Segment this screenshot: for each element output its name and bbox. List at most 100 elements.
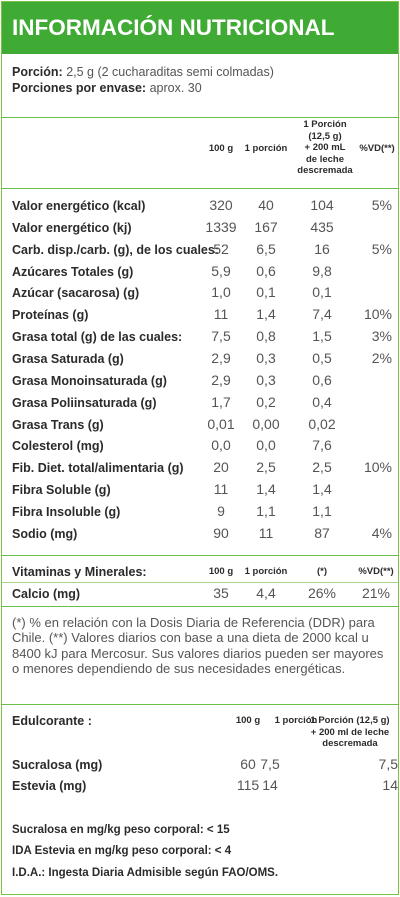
portion-line: Porción: 2,5 g (2 cucharaditas semi colm… [12, 65, 274, 79]
sweetener-col-portion: 1 porción [274, 715, 318, 726]
estevia-100g: 115 [236, 777, 260, 793]
nutrient-value-portion-with-milk: 435 [310, 218, 334, 235]
nutrient-label: Grasa total (g) de las cuales: [12, 330, 183, 345]
nutrient-value-portion: 2,5 [256, 459, 276, 476]
nutrient-value-100g: 20 [213, 459, 229, 476]
divider [2, 555, 398, 556]
sweetener-title: Edulcorante : [12, 714, 92, 728]
nutrient-value-portion-with-milk: 1,5 [312, 328, 332, 345]
nutrient-value-100g: 1339 [205, 218, 237, 235]
nutrient-label: Fib. Diet. total/alimentaria (g) [12, 461, 184, 476]
portion-label: Porción: [12, 65, 63, 79]
nutrient-value-portion: 6,5 [256, 240, 276, 257]
nutrient-value-portion: 0,1 [256, 284, 276, 301]
sucralosa-portion: 7,5 [260, 756, 280, 772]
servings-per-package-value: aprox. 30 [149, 81, 202, 95]
sucralosa-portion-with-milk: 7,5 [378, 756, 398, 772]
servings-per-package-line: Porciones por envase: aprox. 30 [12, 81, 202, 95]
nutrient-value-portion: 0,6 [256, 262, 276, 279]
nutrient-value-vd: 5% [371, 197, 392, 213]
nutrient-label: Sodio (mg) [12, 526, 78, 541]
calcio-label: Calcio (mg) [12, 587, 81, 601]
col-header-portion-with-milk: 1 Porción (12,5 g) + 200 mL de leche des… [297, 119, 353, 176]
nutrient-value-vd: 10% [363, 459, 392, 476]
footnote-text: (*) % en relación con la Dosis Diaria de… [12, 615, 384, 676]
nutrient-value-100g: 5,9 [211, 262, 231, 279]
nutrient-label: Proteínas (g) [12, 308, 89, 323]
estevia-portion-with-milk: 14 [382, 777, 398, 793]
nutrient-value-portion-with-milk: 16 [314, 240, 330, 257]
divider [2, 704, 398, 705]
nutrient-value-portion: 0,00 [252, 415, 280, 432]
nutrient-value-100g: 320 [209, 197, 233, 213]
nutrient-value-portion-with-milk: 0,02 [308, 415, 336, 432]
calcio-ddr: 26% [307, 585, 337, 601]
divider [2, 188, 398, 189]
sucralosa-100g: 60 [240, 756, 256, 772]
nutrient-value-portion-with-milk: 104 [310, 197, 334, 213]
nutrient-value-vd: 5% [371, 240, 392, 257]
nutrient-label: Valor energético (kcal) [12, 199, 146, 213]
nutrient-value-100g: 1,7 [211, 393, 231, 410]
nutrient-label: Fibra Soluble (g) [12, 483, 111, 498]
col-header-vd: %VD(**) [359, 143, 395, 154]
nutrient-value-vd: 10% [363, 306, 392, 323]
nutrient-label: Grasa Saturada (g) [12, 351, 124, 366]
nutrient-label: Valor energético (kj) [12, 220, 132, 235]
vitamins-col-portion: 1 porción [244, 566, 288, 577]
nutrient-value-portion: 1,4 [256, 306, 276, 323]
nutrient-value-portion: 167 [254, 218, 278, 235]
nutrient-label: Carb. disp./carb. (g), de los cuales: [12, 242, 219, 257]
nutrient-value-portion-with-milk: 0,5 [312, 349, 332, 366]
portion-value: 2,5 g (2 cucharaditas semi colmadas) [66, 65, 274, 79]
calcio-vd: 21% [361, 585, 391, 601]
calcio-portion: 4,4 [256, 585, 276, 601]
sucralosa-ida-note: Sucralosa en mg/kg peso corporal: < 15 [12, 824, 230, 836]
nutrient-value-portion: 1,4 [256, 481, 276, 498]
nutrient-label: Azúcares Totales (g) [12, 264, 134, 279]
col-header-portion: 1 porción [244, 143, 288, 154]
sweetener-col-100g: 100 g [235, 715, 261, 726]
nutrient-value-portion-with-milk: 7,4 [312, 306, 332, 323]
ida-definition-note: I.D.A.: Ingesta Diaria Admisible según F… [12, 867, 279, 879]
col-header-100g: 100 g [208, 143, 234, 154]
nutrient-value-100g: 0,01 [207, 415, 235, 432]
nutrient-value-100g: 9 [217, 502, 225, 519]
nutrient-value-vd: 2% [371, 349, 392, 366]
nutrient-value-portion-with-milk: 0,4 [312, 393, 332, 410]
nutrient-value-100g: 1,0 [211, 284, 231, 301]
nutrient-value-vd: 3% [371, 328, 392, 345]
nutrient-value-portion-with-milk: 1,1 [312, 502, 332, 519]
nutrient-value-portion-with-milk: 7,6 [312, 437, 332, 454]
vitamins-col-star: (*) [316, 566, 328, 577]
estevia-ida-note: IDA Estevia en mg/kg peso corporal: < 4 [12, 845, 232, 857]
nutrient-value-100g: 2,9 [211, 349, 231, 366]
nutrient-value-portion: 1,1 [256, 502, 276, 519]
divider [2, 606, 398, 607]
sucralosa-label: Sucralosa (mg) [12, 758, 103, 772]
nutrient-value-portion-with-milk: 87 [314, 524, 330, 541]
nutrient-value-portion-with-milk: 0,6 [312, 371, 332, 388]
nutrient-value-portion-with-milk: 2,5 [312, 459, 332, 476]
nutrient-value-portion: 0,0 [256, 437, 276, 454]
nutrient-value-100g: 7,5 [211, 328, 231, 345]
nutrient-value-100g: 52 [213, 240, 229, 257]
nutrient-value-100g: 90 [213, 524, 229, 541]
nutrient-value-100g: 11 [213, 306, 229, 323]
nutrient-value-portion-with-milk: 1,4 [312, 481, 332, 498]
divider [2, 582, 398, 583]
nutrient-value-vd: 4% [371, 524, 392, 541]
vitamins-col-100g: 100 g [208, 566, 234, 577]
nutrient-value-portion-with-milk: 0,1 [312, 284, 332, 301]
estevia-label: Estevia (mg) [12, 779, 87, 793]
estevia-portion: 14 [262, 777, 278, 793]
divider [2, 117, 398, 118]
nutrient-label: Fibra Insoluble (g) [12, 504, 121, 519]
nutrient-value-portion-with-milk: 9,8 [312, 262, 332, 279]
nutrient-value-100g: 2,9 [211, 371, 231, 388]
nutrient-label: Azúcar (sacarosa) (g) [12, 286, 140, 301]
nutrient-value-portion: 11 [258, 524, 274, 541]
calcio-100g: 35 [213, 585, 229, 601]
nutrient-value-portion: 0,8 [256, 328, 276, 345]
